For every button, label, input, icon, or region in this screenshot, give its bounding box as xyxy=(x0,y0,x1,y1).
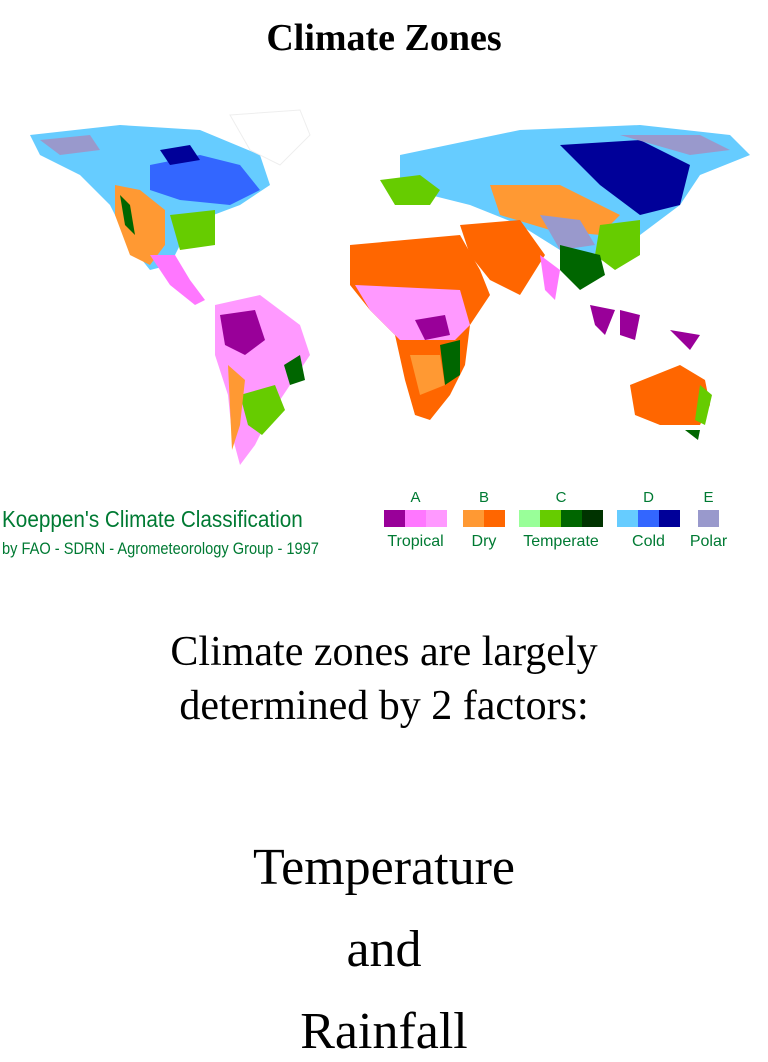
intro-line: Climate zones are largely xyxy=(170,629,598,675)
world-map xyxy=(30,109,750,465)
legend-swatch xyxy=(384,510,405,527)
title: Climate Zones xyxy=(266,17,502,59)
intro-line: determined by 2 factors: xyxy=(179,683,589,729)
legend-swatch xyxy=(561,510,582,527)
legend-swatch xyxy=(426,510,447,527)
legend-letter: C xyxy=(556,489,567,506)
legend-label: Polar xyxy=(690,533,728,550)
legend-swatch xyxy=(582,510,603,527)
legend-swatch xyxy=(638,510,659,527)
intro: Climate zones are largely determined by … xyxy=(0,625,768,733)
legend-swatch xyxy=(659,510,680,527)
legend-swatch xyxy=(463,510,484,527)
legend-swatch xyxy=(540,510,561,527)
legend-swatch xyxy=(519,510,540,527)
legend-swatch xyxy=(698,510,719,527)
legend-credit: by FAO - SDRN - Agrometeorology Group - … xyxy=(2,539,319,558)
legend-label: Dry xyxy=(472,533,497,550)
legend-letter: E xyxy=(703,489,713,506)
legend-letter: B xyxy=(479,489,489,506)
factor: and xyxy=(346,921,422,978)
legend-letter: D xyxy=(643,489,654,506)
factor: Temperature xyxy=(253,839,515,896)
legend: A Tropical B Dry C Temperate D Cold E Polar xyxy=(384,489,728,550)
legend-letter: A xyxy=(410,489,420,506)
legend-label: Tropical xyxy=(387,533,443,550)
legend-label: Temperate xyxy=(523,533,599,550)
legend-swatch xyxy=(484,510,505,527)
legend-title: Koeppen's Climate Classification xyxy=(2,506,303,532)
legend-swatch xyxy=(405,510,426,527)
factor: Rainfall xyxy=(300,1003,468,1060)
page: Climate Zones Koeppen's Climate Classifi… xyxy=(0,17,768,1060)
legend-swatch xyxy=(617,510,638,527)
legend-label: Cold xyxy=(632,533,665,550)
